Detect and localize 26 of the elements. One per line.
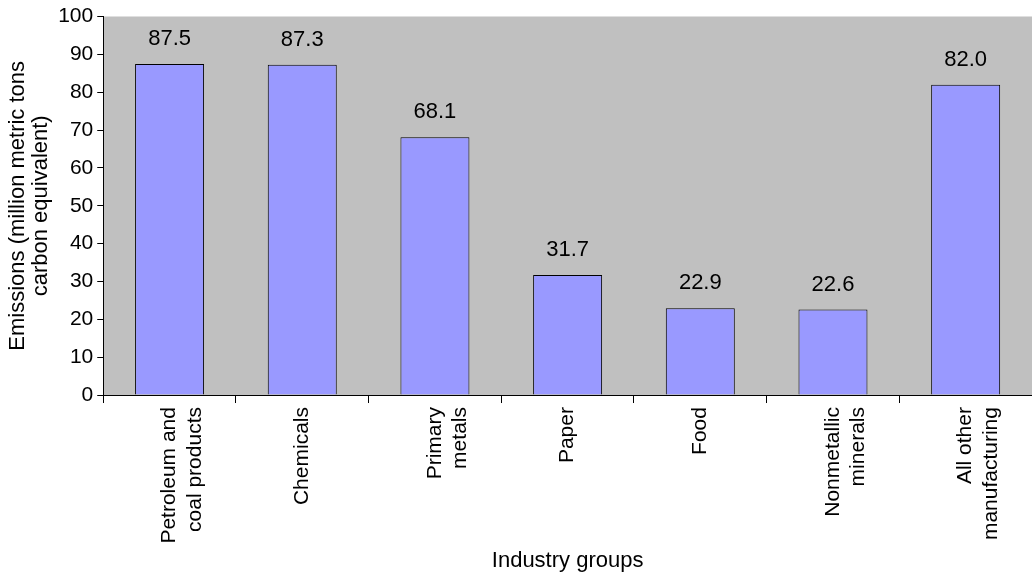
x-tick-label: Petroleum and coal products (156, 407, 205, 544)
y-tick-label: 80 (69, 79, 94, 103)
y-tick-label: 100 (58, 3, 94, 27)
x-axis-title: Industry groups (491, 546, 644, 572)
x-tick-label: Nonmetallic minerals (819, 407, 868, 517)
y-tick-label: 60 (69, 154, 94, 178)
data-label: 22.6 (811, 270, 855, 296)
y-axis-title: Emissions (million metric tons carbon equivalent) (3, 60, 52, 351)
x-tick-label: Chemicals (289, 407, 313, 506)
data-label: 87.5 (148, 24, 191, 50)
x-tick-label: Food (687, 407, 711, 455)
data-label: 87.3 (280, 25, 324, 51)
y-tick-label: 20 (69, 306, 94, 330)
data-label: 82.0 (944, 45, 988, 71)
data-label: 31.7 (546, 236, 590, 262)
data-label: 22.9 (678, 269, 722, 295)
y-tick-label: 0 (81, 381, 94, 405)
y-tick-label: 30 (69, 268, 94, 292)
data-label: 68.1 (413, 98, 457, 124)
y-tick-label: 50 (69, 192, 94, 216)
y-tick-label: 10 (69, 343, 94, 367)
y-tick-label: 40 (69, 230, 94, 254)
y-tick-label: 90 (69, 41, 94, 65)
x-tick-label: Paper (554, 407, 578, 464)
y-tick-label: 70 (69, 116, 94, 140)
x-tick-label: Primary metals (421, 406, 470, 480)
